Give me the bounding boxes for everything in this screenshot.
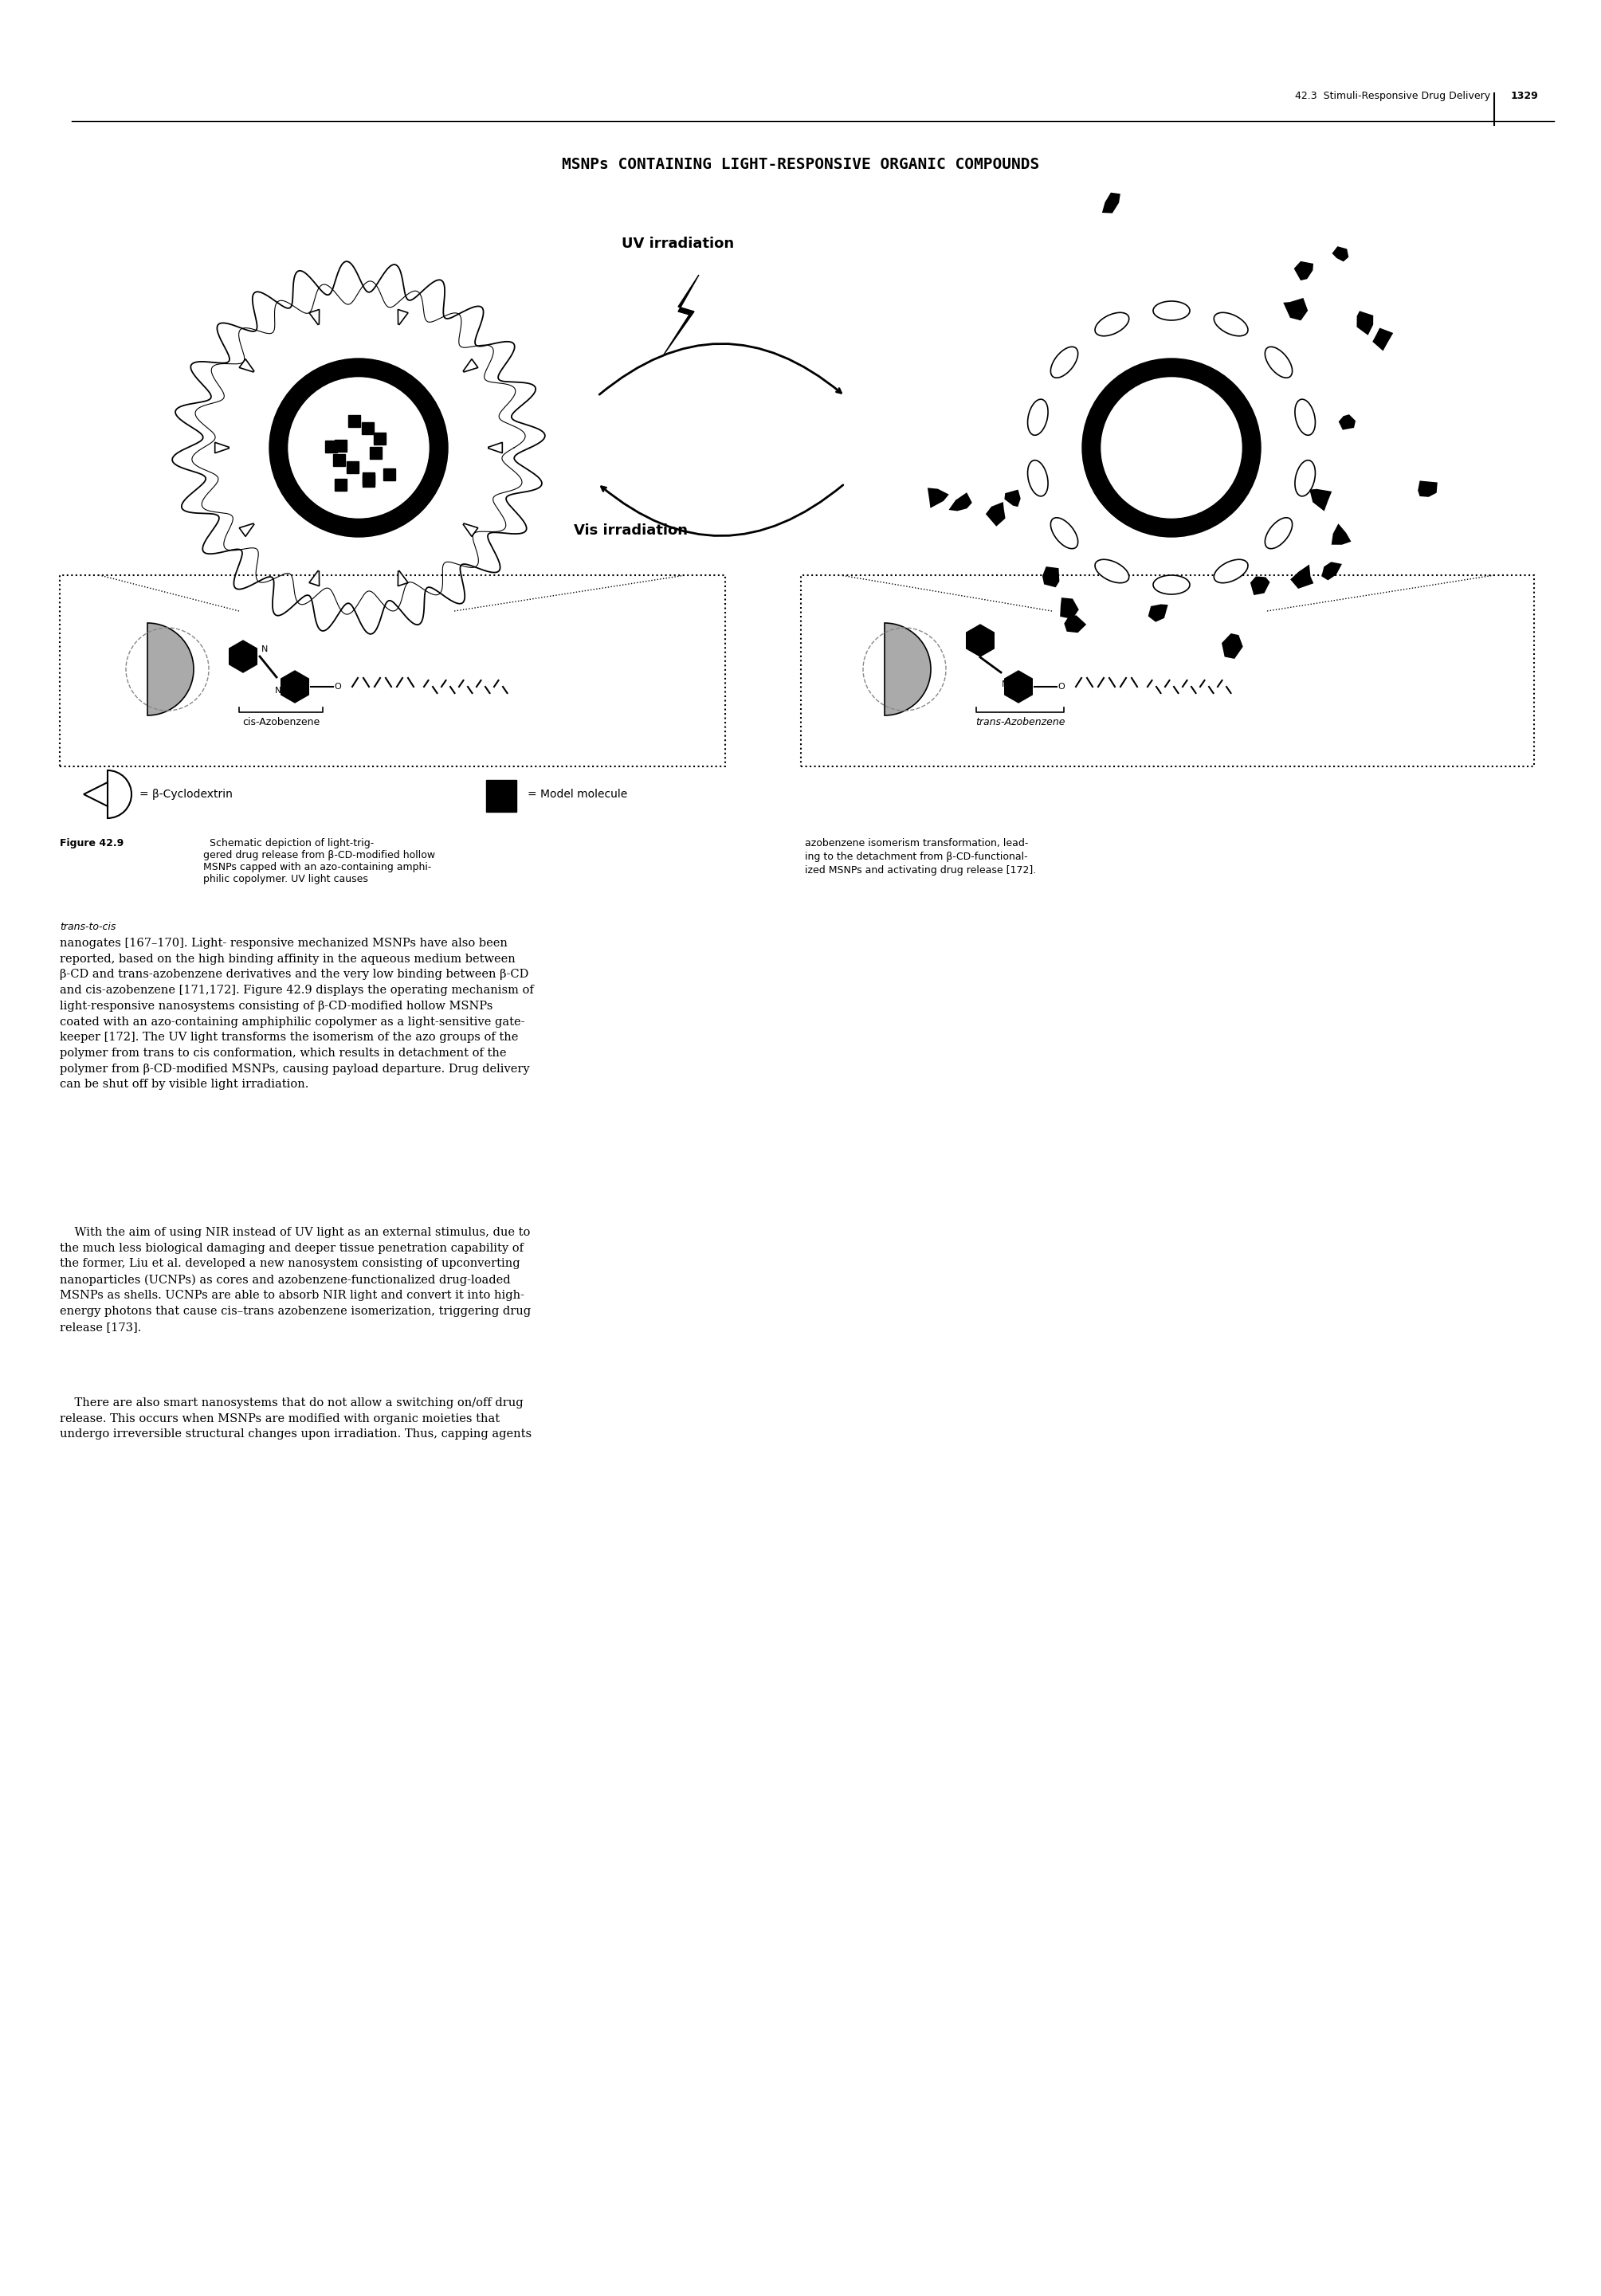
Text: 42.3  Stimuli-Responsive Drug Delivery: 42.3 Stimuli-Responsive Drug Delivery xyxy=(1295,92,1491,101)
Text: trans-Azobenzene: trans-Azobenzene xyxy=(975,716,1065,728)
Bar xyxy=(363,475,375,487)
Polygon shape xyxy=(1060,597,1079,620)
Ellipse shape xyxy=(1050,517,1077,549)
Text: There are also smart nanosystems that do not allow a switching on/off drug
relea: There are also smart nanosystems that do… xyxy=(59,1398,532,1440)
Text: N: N xyxy=(261,645,267,654)
Polygon shape xyxy=(1338,413,1356,429)
Text: Schematic depiction of light-trig-
gered drug release from β-CD-modified hollow
: Schematic depiction of light-trig- gered… xyxy=(203,838,435,884)
Ellipse shape xyxy=(1214,560,1247,583)
Text: Vis irradiation: Vis irradiation xyxy=(573,523,688,537)
Polygon shape xyxy=(282,670,309,703)
Ellipse shape xyxy=(1028,400,1049,436)
Ellipse shape xyxy=(1095,560,1129,583)
Circle shape xyxy=(269,358,448,537)
Polygon shape xyxy=(1418,480,1438,496)
Polygon shape xyxy=(309,310,319,324)
Text: With the aim of using NIR instead of UV light as an external stimulus, due to
th: With the aim of using NIR instead of UV … xyxy=(59,1226,532,1332)
Polygon shape xyxy=(487,781,517,813)
Polygon shape xyxy=(949,491,972,512)
Text: 1329: 1329 xyxy=(1510,92,1539,101)
Polygon shape xyxy=(1356,310,1374,335)
Polygon shape xyxy=(239,358,255,372)
Text: N: N xyxy=(973,647,980,657)
Polygon shape xyxy=(463,358,479,372)
Text: N: N xyxy=(275,687,282,696)
Polygon shape xyxy=(927,487,949,507)
Bar xyxy=(800,576,1534,767)
Bar xyxy=(335,439,346,452)
Bar xyxy=(349,416,360,427)
Wedge shape xyxy=(107,771,131,817)
Polygon shape xyxy=(399,310,408,324)
Polygon shape xyxy=(463,523,479,537)
Polygon shape xyxy=(239,523,255,537)
Polygon shape xyxy=(1101,193,1121,214)
Ellipse shape xyxy=(1153,301,1190,319)
Ellipse shape xyxy=(1265,347,1292,379)
Text: N: N xyxy=(1002,680,1009,689)
Circle shape xyxy=(1082,358,1260,537)
Polygon shape xyxy=(1005,670,1033,703)
Polygon shape xyxy=(229,641,256,673)
Polygon shape xyxy=(1148,604,1169,622)
Polygon shape xyxy=(488,443,503,452)
Text: O: O xyxy=(335,682,341,691)
Text: UV irradiation: UV irradiation xyxy=(621,236,733,250)
Bar xyxy=(362,473,375,484)
Ellipse shape xyxy=(1050,347,1077,379)
Polygon shape xyxy=(83,783,107,806)
Ellipse shape xyxy=(1095,312,1129,335)
Bar xyxy=(325,441,336,452)
Polygon shape xyxy=(1290,565,1313,588)
Text: trans-to-cis: trans-to-cis xyxy=(59,921,115,932)
Polygon shape xyxy=(1332,523,1351,544)
Polygon shape xyxy=(1310,489,1332,512)
Polygon shape xyxy=(1004,489,1020,507)
Ellipse shape xyxy=(1265,517,1292,549)
Polygon shape xyxy=(309,572,319,585)
Text: Figure 42.9: Figure 42.9 xyxy=(59,838,123,850)
Polygon shape xyxy=(1372,328,1393,351)
Bar xyxy=(59,576,725,767)
Bar xyxy=(375,432,386,445)
Text: azobenzene isomerism transformation, lead-
ing to the detachment from β-CD-funct: azobenzene isomerism transformation, lea… xyxy=(805,838,1036,875)
Polygon shape xyxy=(664,276,700,354)
Circle shape xyxy=(1101,377,1242,519)
Bar xyxy=(333,455,346,466)
Polygon shape xyxy=(967,625,994,657)
Polygon shape xyxy=(986,503,1005,526)
Text: O: O xyxy=(1058,682,1065,691)
Bar xyxy=(362,422,375,434)
Ellipse shape xyxy=(1214,312,1247,335)
Polygon shape xyxy=(1321,563,1342,581)
Ellipse shape xyxy=(1153,576,1190,595)
Polygon shape xyxy=(1065,615,1087,634)
Polygon shape xyxy=(1222,634,1242,659)
Wedge shape xyxy=(885,622,930,716)
Text: MSNPs CONTAINING LIGHT-RESPONSIVE ORGANIC COMPOUNDS: MSNPs CONTAINING LIGHT-RESPONSIVE ORGANI… xyxy=(562,156,1039,172)
Circle shape xyxy=(288,377,429,519)
Bar xyxy=(383,468,395,480)
Ellipse shape xyxy=(1295,400,1316,436)
Ellipse shape xyxy=(1028,459,1049,496)
Wedge shape xyxy=(147,622,194,716)
Text: nanogates [167–170]. Light- responsive mechanized MSNPs have also been
reported,: nanogates [167–170]. Light- responsive m… xyxy=(59,937,533,1091)
Polygon shape xyxy=(1042,567,1060,588)
Bar xyxy=(346,461,359,473)
Ellipse shape xyxy=(1295,459,1316,496)
Polygon shape xyxy=(1332,246,1348,262)
Polygon shape xyxy=(399,572,408,585)
Polygon shape xyxy=(1284,298,1308,321)
Text: = Model molecule: = Model molecule xyxy=(528,790,628,799)
Polygon shape xyxy=(1250,576,1270,595)
Bar xyxy=(370,448,381,459)
Polygon shape xyxy=(1294,262,1313,280)
Text: cis-Azobenzene: cis-Azobenzene xyxy=(242,716,320,728)
Polygon shape xyxy=(215,443,229,452)
Text: = β-Cyclodextrin: = β-Cyclodextrin xyxy=(139,790,232,799)
Bar xyxy=(335,480,346,491)
